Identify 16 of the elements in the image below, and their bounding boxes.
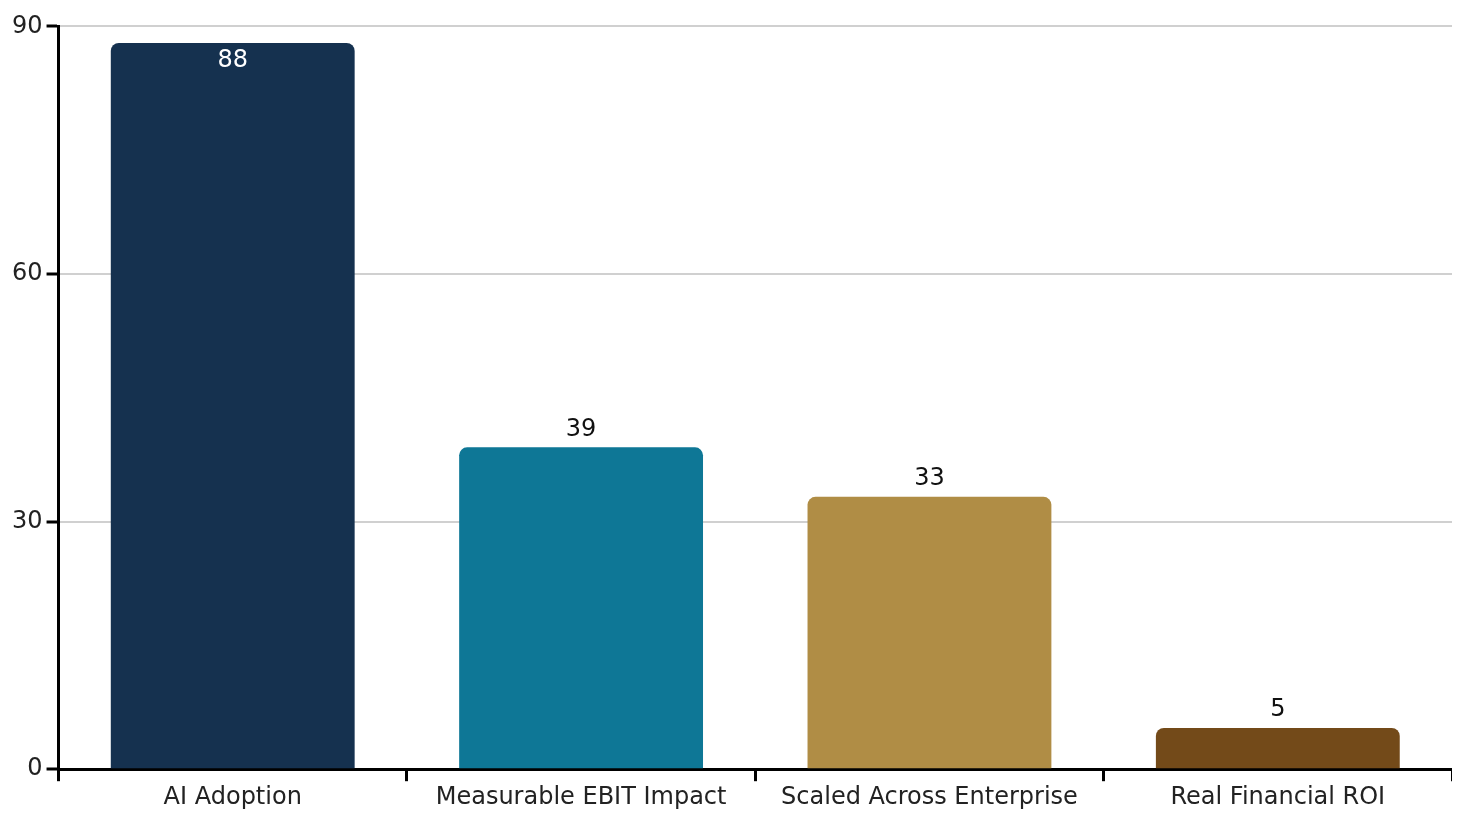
data-label: 39 xyxy=(565,413,597,442)
x-tick-label: Measurable EBIT Impact xyxy=(435,781,727,810)
bar xyxy=(807,496,1052,769)
bar xyxy=(459,447,704,769)
bar xyxy=(1155,727,1400,769)
data-label: 88 xyxy=(217,45,248,74)
x-tick-label: Scaled Across Enterprise xyxy=(781,781,1078,810)
data-label: 33 xyxy=(914,463,945,492)
y-tick-label: 90 xyxy=(11,10,43,39)
data-label: 5 xyxy=(1270,694,1286,723)
x-tick-label: Real Financial ROI xyxy=(1170,781,1386,810)
x-tick-label: AI Adoption xyxy=(163,781,302,810)
y-tick-label: 30 xyxy=(11,505,43,534)
y-tick-label: 60 xyxy=(11,258,43,287)
y-tick-label: 0 xyxy=(27,753,43,782)
bar xyxy=(110,42,355,769)
